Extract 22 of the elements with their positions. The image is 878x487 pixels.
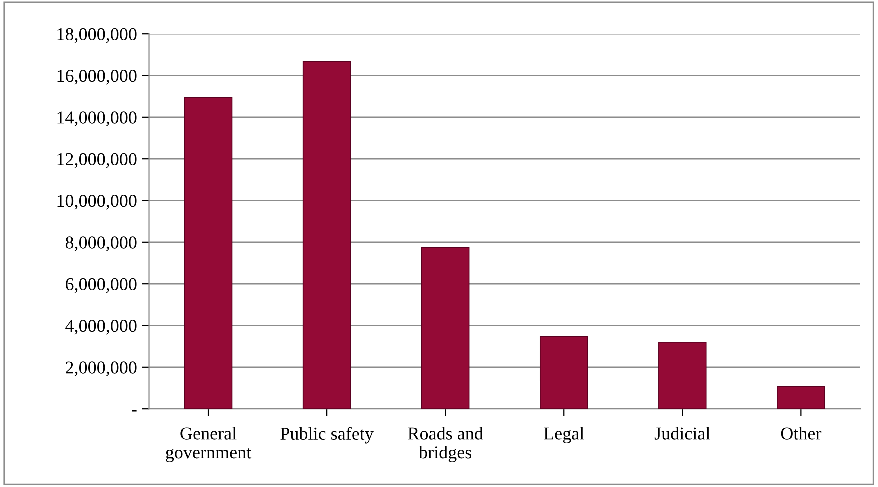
y-tick-label: 16,000,000 <box>58 70 137 85</box>
x-tick-label: Legal <box>544 427 584 444</box>
bar <box>184 97 233 410</box>
y-tick-label: 6,000,000 <box>66 278 137 294</box>
x-tick-label: Other <box>781 427 822 440</box>
x-tick-label: Public safety <box>280 427 374 444</box>
bar <box>658 342 707 410</box>
bar <box>421 247 470 410</box>
x-tick-label: Roads and bridges <box>408 427 484 462</box>
y-tick-label: - <box>132 410 137 412</box>
x-tick-label: General government <box>166 427 252 462</box>
y-tick-label: 10,000,000 <box>58 195 137 210</box>
bar <box>302 61 352 410</box>
x-tick-label: Judicial <box>654 427 710 440</box>
y-tick-label: 8,000,000 <box>66 236 137 252</box>
y-tick-label: 4,000,000 <box>66 320 137 335</box>
bar <box>777 386 826 410</box>
y-tick-label: 12,000,000 <box>58 153 137 168</box>
y-tick-label: 14,000,000 <box>58 112 137 126</box>
y-tick-label: 18,000,000 <box>58 28 137 44</box>
y-tick-label: 2,000,000 <box>66 362 137 376</box>
bar <box>540 336 588 410</box>
